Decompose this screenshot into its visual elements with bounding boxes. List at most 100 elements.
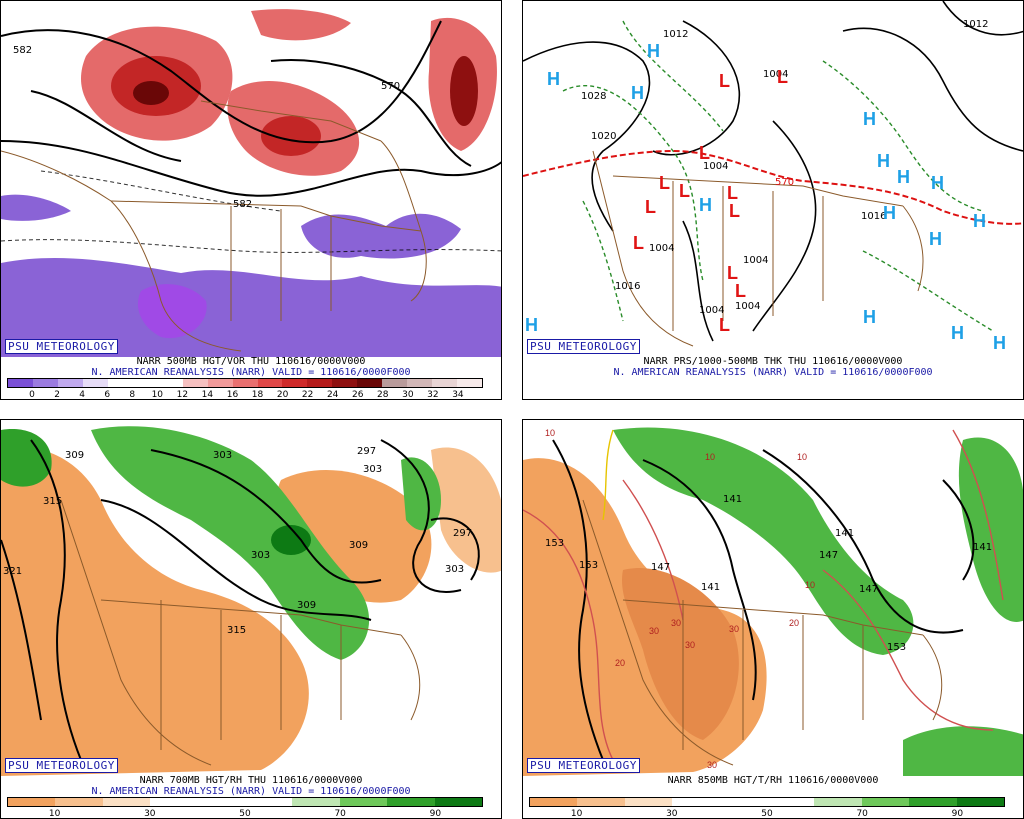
- thickness-570-line: [523, 149, 1023, 225]
- low-icon: L: [719, 315, 730, 335]
- contour-label: 303: [445, 564, 464, 575]
- low-icon: L: [645, 197, 656, 217]
- colorbar-segment: [814, 798, 862, 806]
- colorbar-segment: [382, 379, 408, 387]
- colorbar-tick-label: 10: [151, 390, 164, 400]
- colorbar-tick-label: 10: [48, 809, 61, 819]
- high-icon: H: [631, 83, 644, 103]
- contour-label-570: 570: [381, 81, 400, 92]
- colorbar-tick-label: 6: [104, 390, 111, 400]
- colorbar-tick-label: 50: [239, 809, 251, 819]
- colorbar-segment: [82, 379, 108, 387]
- low-icon: L: [729, 201, 740, 221]
- contour-label: 309: [297, 600, 316, 611]
- contour-label: 303: [213, 450, 232, 461]
- moist-area-3: [1, 429, 52, 487]
- colorbar-segment: [909, 798, 957, 806]
- psu-meteorology-label: PSU METEOROLOGY: [527, 758, 640, 773]
- isobar-label-1012b: 1012: [963, 19, 988, 30]
- rh700-map: 309 303 297 303 315 321 303 309 297 303 …: [1, 420, 501, 776]
- colorbar-tick-label: 30: [402, 390, 414, 400]
- moist-area-east: [958, 437, 1023, 622]
- temp-label: 30: [707, 760, 717, 770]
- colorbar-segment: [282, 379, 308, 387]
- contour-label: 297: [453, 528, 472, 539]
- contour-label: 141: [973, 542, 992, 553]
- dry-area: [1, 447, 309, 776]
- rh-colorbar-ticks: 10 30 50 70 90: [529, 809, 1003, 819]
- panel-title: NARR 850MB HGT/T/RH 110616/0000V000: [667, 775, 879, 786]
- panel-pressure-thickness: 1012 1012 1028 1020 1004 1004 1004 1004 …: [522, 0, 1024, 400]
- contour-label: 309: [65, 450, 84, 461]
- high-icon: H: [863, 109, 876, 129]
- contour-label: 153: [545, 538, 564, 549]
- psu-meteorology-label: PSU METEOROLOGY: [5, 758, 118, 773]
- isobar-label-1004f: 1004: [763, 69, 788, 80]
- contour-label: 297: [357, 446, 376, 457]
- isobar-label-1020: 1020: [591, 131, 616, 142]
- contour-label-582a: 582: [13, 45, 32, 56]
- moist-area: [91, 426, 370, 660]
- temp-label: 30: [729, 624, 739, 634]
- colorbar-tick-label: 14: [201, 390, 214, 400]
- colorbar-tick-label: 12: [176, 390, 189, 400]
- isobar-label-1016b: 1016: [861, 211, 886, 222]
- colorbar-tick-label: 32: [427, 390, 439, 400]
- colorbar-segment: [457, 379, 483, 387]
- moist-area: [613, 427, 914, 655]
- colorbar-segment: [672, 798, 720, 806]
- high-icon: H: [883, 203, 896, 223]
- rh-colorbar: [7, 797, 483, 807]
- colorbar-tick-label: 30: [144, 809, 156, 819]
- isobar-label-1004c: 1004: [743, 255, 768, 266]
- high-icon: H: [647, 41, 660, 61]
- contour-label: 141: [835, 528, 854, 539]
- high-icon: H: [951, 323, 964, 343]
- colorbar-segment: [150, 798, 198, 806]
- colorbar-tick-label: 26: [352, 390, 364, 400]
- contour-label: 315: [43, 496, 62, 507]
- freezing-line: [602, 429, 614, 521]
- vort-positive-area-4: [251, 9, 351, 41]
- colorbar-segment: [307, 379, 333, 387]
- colorbar-segment: [292, 798, 340, 806]
- colorbar-segment: [32, 379, 58, 387]
- colorbar-tick-label: 70: [856, 809, 868, 819]
- low-icon: L: [719, 71, 730, 91]
- temp-label: 20: [789, 618, 799, 628]
- isobar-label-1004b: 1004: [649, 243, 674, 254]
- high-icon: H: [973, 211, 986, 231]
- colorbar-segment: [182, 379, 208, 387]
- low-icon: L: [727, 263, 738, 283]
- contour-label: 315: [227, 625, 246, 636]
- colorbar-segment: [55, 798, 103, 806]
- vorticity-map: 582 570 582: [1, 1, 501, 357]
- low-icon: L: [679, 181, 690, 201]
- vort-deep-purple: [137, 284, 207, 339]
- colorbar-tick-label: 0: [29, 390, 35, 400]
- colorbar-segment: [107, 379, 133, 387]
- isobar-label-1004a: 1004: [703, 161, 728, 172]
- colorbar-segment: [102, 798, 151, 806]
- isobar-label-1016a: 1016: [615, 281, 640, 292]
- contour-label: 309: [349, 540, 368, 551]
- colorbar-tick-label: 50: [761, 809, 773, 819]
- high-pressure-markers: H H H H H H H H H H H H H H H: [525, 41, 1006, 353]
- colorbar-tick-label: 28: [377, 390, 389, 400]
- temp-label: 30: [685, 640, 695, 650]
- contour-label: 153: [887, 642, 906, 653]
- low-icon: L: [659, 173, 670, 193]
- colorbar-segment: [157, 379, 183, 387]
- colorbar-tick-label: 30: [666, 809, 678, 819]
- moist-area-2: [401, 457, 441, 531]
- colorbar-segment: [719, 798, 768, 806]
- contour-label: 147: [819, 550, 838, 561]
- low-icon: L: [699, 143, 710, 163]
- low-icon: L: [777, 67, 788, 87]
- isobar-label-1012a: 1012: [663, 29, 688, 40]
- colorbar-segment: [624, 798, 673, 806]
- contour-label: 147: [859, 584, 878, 595]
- high-icon: H: [699, 195, 712, 215]
- panel-subtitle: N. AMERICAN REANALYSIS (NARR) VALID = 11…: [91, 367, 411, 378]
- colorbar-segment: [434, 798, 483, 806]
